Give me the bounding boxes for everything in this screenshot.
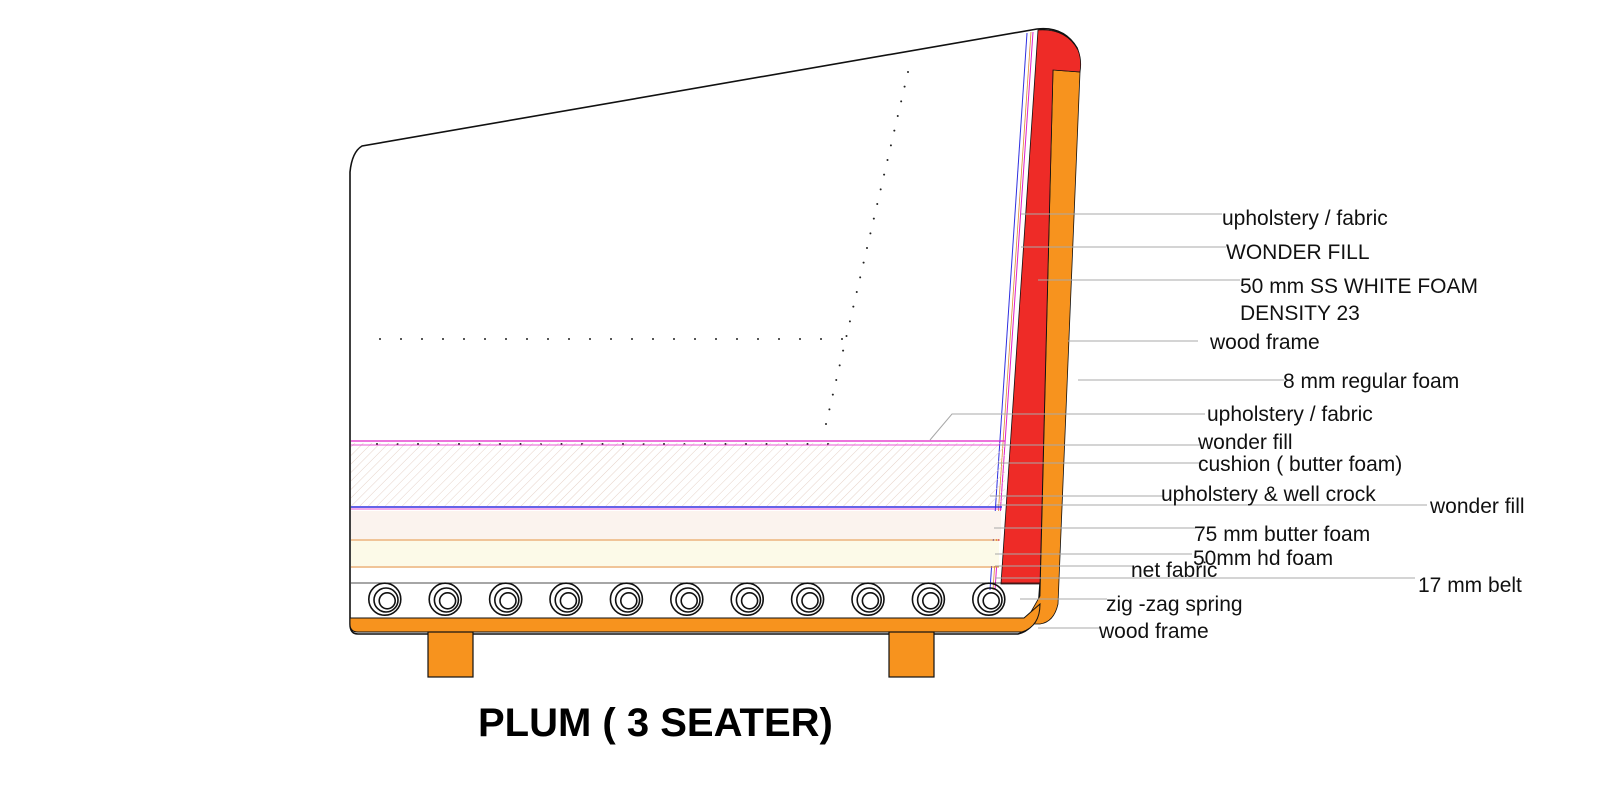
stitch-dot xyxy=(694,338,696,340)
stitch-dot xyxy=(879,188,882,191)
label-seat-wonder-fill: wonder fill xyxy=(1197,431,1293,454)
stitch-dot xyxy=(631,338,633,340)
stitch-dot xyxy=(866,247,868,249)
stitch-dot xyxy=(907,71,909,73)
stitch-dot xyxy=(845,335,848,337)
label-back-foam-line1: 50 mm SS WHITE FOAM xyxy=(1240,275,1478,298)
stitch-dot xyxy=(903,85,906,88)
stitch-dot xyxy=(828,408,831,411)
stitch-dot xyxy=(835,379,838,381)
stitch-dot xyxy=(886,159,889,161)
stitch-dot xyxy=(400,338,402,340)
coil-spring-icon xyxy=(790,582,825,617)
stitch-dot xyxy=(736,338,738,340)
seat-cushion xyxy=(351,443,1005,506)
coil-spring-icon xyxy=(367,582,402,617)
coil-spring-icon xyxy=(488,582,523,617)
stitch-dot xyxy=(859,276,862,279)
stitch-dot xyxy=(778,338,780,340)
coil-spring-icon xyxy=(549,582,583,617)
label-belt: 17 mm belt xyxy=(1418,574,1522,597)
stitch-dot xyxy=(568,338,570,340)
stitch-dot xyxy=(379,338,381,340)
stitch-dot xyxy=(852,305,855,308)
stitch-dot xyxy=(825,423,827,425)
stitch-dot xyxy=(838,364,841,367)
left-leg xyxy=(427,631,474,678)
stitch-dot xyxy=(872,217,875,220)
hd-foam-layer xyxy=(351,541,999,566)
stitch-dot xyxy=(505,338,507,340)
label-well-crock: upholstery & well crock xyxy=(1161,483,1376,506)
stitch-dot xyxy=(589,338,591,340)
stitch-dot xyxy=(547,338,549,340)
coil-spring-icon xyxy=(428,582,463,617)
label-back-wood-frame: wood frame xyxy=(1209,331,1320,354)
zig-zag-springs xyxy=(367,582,1006,617)
callout-labels: upholstery / fabric WONDER FILL 50 mm SS… xyxy=(1098,207,1525,643)
label-back-foam-line2: DENSITY 23 xyxy=(1240,302,1360,325)
label-back-wonder-fill: WONDER FILL xyxy=(1226,241,1370,264)
stitch-dot xyxy=(841,338,843,340)
stitch-dot xyxy=(820,338,822,340)
stitch-dot xyxy=(463,338,465,340)
coil-spring-icon xyxy=(609,582,644,617)
label-back-regular-foam: 8 mm regular foam xyxy=(1283,370,1459,393)
coil-spring-icon xyxy=(911,582,946,617)
stitch-dot xyxy=(831,393,834,396)
stitch-dot xyxy=(673,338,675,340)
label-back-upholstery: upholstery / fabric xyxy=(1222,207,1388,230)
stitch-dot xyxy=(842,349,845,352)
label-butter-foam: 75 mm butter foam xyxy=(1194,523,1370,546)
stitch-dot xyxy=(883,173,886,176)
stitch-dot xyxy=(869,232,872,235)
leader-seat-upholstery xyxy=(929,413,1205,441)
label-net-fabric: net fabric xyxy=(1131,559,1217,582)
coil-spring-icon xyxy=(851,582,885,617)
stitch-dot xyxy=(484,338,486,340)
stitch-dot xyxy=(876,203,879,205)
stitch-dot xyxy=(799,338,801,340)
stitch-dot xyxy=(889,144,892,147)
base-wood-frame xyxy=(349,602,1041,633)
right-leg xyxy=(888,631,935,678)
label-side-wonder-fill: wonder fill xyxy=(1429,495,1525,518)
coil-spring-icon xyxy=(971,582,1006,617)
stitch-dot xyxy=(862,261,865,264)
stitch-dot xyxy=(526,338,528,340)
stitch-dot xyxy=(900,100,903,103)
stitch-dot xyxy=(893,129,896,132)
label-spring: zig -zag spring xyxy=(1106,593,1243,616)
stitch-dot xyxy=(855,291,858,293)
stitch-dot xyxy=(848,320,851,323)
stitch-dot xyxy=(652,338,654,340)
label-cushion: cushion ( butter foam) xyxy=(1198,453,1402,476)
stitch-dot xyxy=(610,338,612,340)
label-base-wood-frame: wood frame xyxy=(1098,620,1209,643)
stitch-dot xyxy=(715,338,717,340)
coil-spring-icon xyxy=(730,582,765,617)
drawing-title: PLUM ( 3 SEATER) xyxy=(478,701,833,745)
stitch-dot xyxy=(896,115,899,117)
coil-spring-icon xyxy=(669,582,704,617)
label-seat-upholstery: upholstery / fabric xyxy=(1207,403,1373,426)
stitch-dot xyxy=(421,338,423,340)
label-hd-foam: 50mm hd foam xyxy=(1193,547,1333,570)
stitch-dot xyxy=(442,338,444,340)
butter-foam-layer xyxy=(351,511,1001,539)
stitch-dot xyxy=(757,338,759,340)
leader-lines xyxy=(929,213,1427,629)
